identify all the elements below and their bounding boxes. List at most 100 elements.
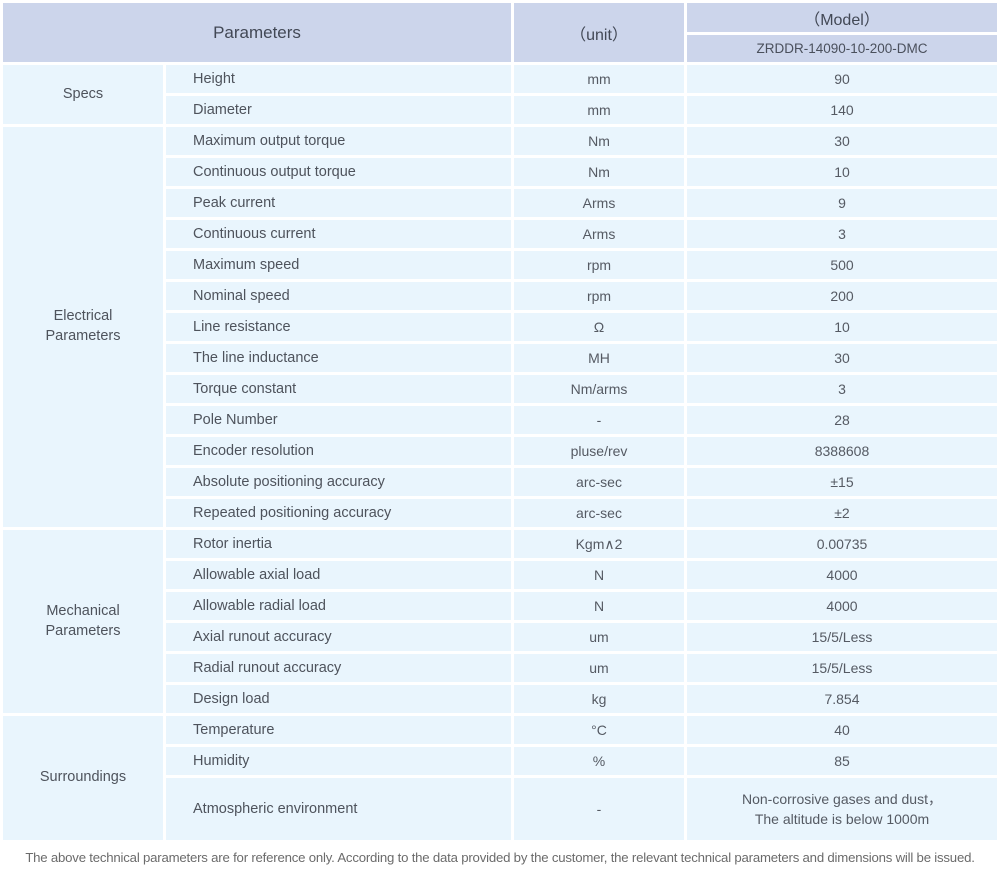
param-row: Electrical Parameters Maximum output tor…	[3, 127, 997, 527]
unit-cell: Arms	[514, 189, 684, 217]
param-name-cell: Maximum speed	[166, 251, 511, 279]
param-name-cell: Design load	[166, 685, 511, 713]
param-name-cell: Height	[166, 65, 511, 93]
value-cell: 15/5/Less	[687, 623, 997, 651]
param-row: Specs Height mm 90	[3, 65, 997, 124]
value-cell: 4000	[687, 592, 997, 620]
value-cell: ±15	[687, 468, 997, 496]
unit-cell: Nm	[514, 158, 684, 186]
param-row: Line resistance Ω 10	[3, 313, 997, 341]
unit-cell: °C	[514, 716, 684, 744]
param-row: Axial runout accuracy um 15/5/Less	[3, 623, 997, 651]
value-cell: 15/5/Less	[687, 654, 997, 682]
unit-cell: N	[514, 592, 684, 620]
value-cell: 40	[687, 716, 997, 744]
param-row: Peak current Arms 9	[3, 189, 997, 217]
param-row: Surroundings Temperature °C 40	[3, 716, 997, 840]
header-unit: （unit）	[514, 3, 684, 62]
value-cell: 8388608	[687, 437, 997, 465]
param-row: Allowable radial load N 4000	[3, 592, 997, 620]
param-name-cell: Peak current	[166, 189, 511, 217]
header-parameters: Parameters	[3, 3, 511, 62]
param-row: Maximum speed rpm 500	[3, 251, 997, 279]
value-cell: 10	[687, 158, 997, 186]
unit-cell: -	[514, 778, 684, 840]
unit-cell: N	[514, 561, 684, 589]
unit-cell: Ω	[514, 313, 684, 341]
unit-cell: kg	[514, 685, 684, 713]
param-name-cell: Continuous output torque	[166, 158, 511, 186]
param-name-cell: Allowable radial load	[166, 592, 511, 620]
group-label-surroundings: Surroundings	[3, 716, 163, 840]
param-name-cell: Allowable axial load	[166, 561, 511, 589]
value-cell: Non-corrosive gases and dust， The altitu…	[687, 778, 997, 840]
param-name-cell: Line resistance	[166, 313, 511, 341]
param-name-cell: Humidity	[166, 747, 511, 775]
unit-cell: Nm/arms	[514, 375, 684, 403]
param-row: Absolute positioning accuracy arc-sec ±1…	[3, 468, 997, 496]
unit-cell: mm	[514, 96, 684, 124]
group-label-specs: Specs	[3, 65, 163, 124]
param-row: Radial runout accuracy um 15/5/Less	[3, 654, 997, 682]
value-cell: 30	[687, 344, 997, 372]
value-cell: 28	[687, 406, 997, 434]
value-cell: 10	[687, 313, 997, 341]
value-cell: 9	[687, 189, 997, 217]
value-cell: 4000	[687, 561, 997, 589]
unit-cell: um	[514, 654, 684, 682]
param-name-cell: Torque constant	[166, 375, 511, 403]
param-name-cell: Absolute positioning accuracy	[166, 468, 511, 496]
value-cell: 140	[687, 96, 997, 124]
disclaimer-note: The above technical parameters are for r…	[25, 850, 975, 865]
value-cell: 500	[687, 251, 997, 279]
param-row: Torque constant Nm/arms 3	[3, 375, 997, 403]
value-cell: 3	[687, 375, 997, 403]
unit-cell: arc-sec	[514, 499, 684, 527]
unit-cell: pluse/rev	[514, 437, 684, 465]
param-name-cell: Maximum output torque	[166, 127, 511, 155]
unit-cell: Kgm∧2	[514, 530, 684, 558]
value-cell: 3	[687, 220, 997, 248]
param-name-cell: Rotor inertia	[166, 530, 511, 558]
param-row: Continuous output torque Nm 10	[3, 158, 997, 186]
param-row: Encoder resolution pluse/rev 8388608	[3, 437, 997, 465]
param-row: Design load kg 7.854	[3, 685, 997, 713]
unit-cell: mm	[514, 65, 684, 93]
param-name-cell: Temperature	[166, 716, 511, 744]
param-row: Allowable axial load N 4000	[3, 561, 997, 589]
value-cell: 90	[687, 65, 997, 93]
unit-cell: MH	[514, 344, 684, 372]
unit-cell: arc-sec	[514, 468, 684, 496]
param-row: Diameter mm 140	[3, 96, 997, 124]
param-name-cell: Repeated positioning accuracy	[166, 499, 511, 527]
header-row-top: Parameters （unit） （Model）	[3, 3, 997, 62]
param-row: Nominal speed rpm 200	[3, 282, 997, 310]
value-cell: 30	[687, 127, 997, 155]
unit-cell: Nm	[514, 127, 684, 155]
unit-cell: rpm	[514, 251, 684, 279]
header-row-model: ZRDDR-14090-10-200-DMC	[3, 35, 997, 62]
value-cell: ±2	[687, 499, 997, 527]
technical-parameters-table: Parameters （unit） （Model） ZRDDR-14090-10…	[3, 3, 997, 840]
value-cell: 200	[687, 282, 997, 310]
param-row: Repeated positioning accuracy arc-sec ±2	[3, 499, 997, 527]
value-cell: 85	[687, 747, 997, 775]
param-name-cell: Encoder resolution	[166, 437, 511, 465]
param-name-cell: Continuous current	[166, 220, 511, 248]
param-row: Atmospheric environment - Non-corrosive …	[3, 778, 997, 840]
value-cell: 0.00735	[687, 530, 997, 558]
group-label-mechanical-parameters: Mechanical Parameters	[3, 530, 163, 713]
param-name-cell: Radial runout accuracy	[166, 654, 511, 682]
param-name-cell: The line inductance	[166, 344, 511, 372]
param-row: Mechanical Parameters Rotor inertia Kgm∧…	[3, 530, 997, 713]
param-name-cell: Atmospheric environment	[166, 778, 511, 840]
group-label-electrical-parameters: Electrical Parameters	[3, 127, 163, 527]
param-row: Humidity % 85	[3, 747, 997, 775]
param-name-cell: Pole Number	[166, 406, 511, 434]
unit-cell: -	[514, 406, 684, 434]
value-cell: 7.854	[687, 685, 997, 713]
param-row: Pole Number - 28	[3, 406, 997, 434]
param-name-cell: Diameter	[166, 96, 511, 124]
model-number: ZRDDR-14090-10-200-DMC	[687, 35, 997, 62]
